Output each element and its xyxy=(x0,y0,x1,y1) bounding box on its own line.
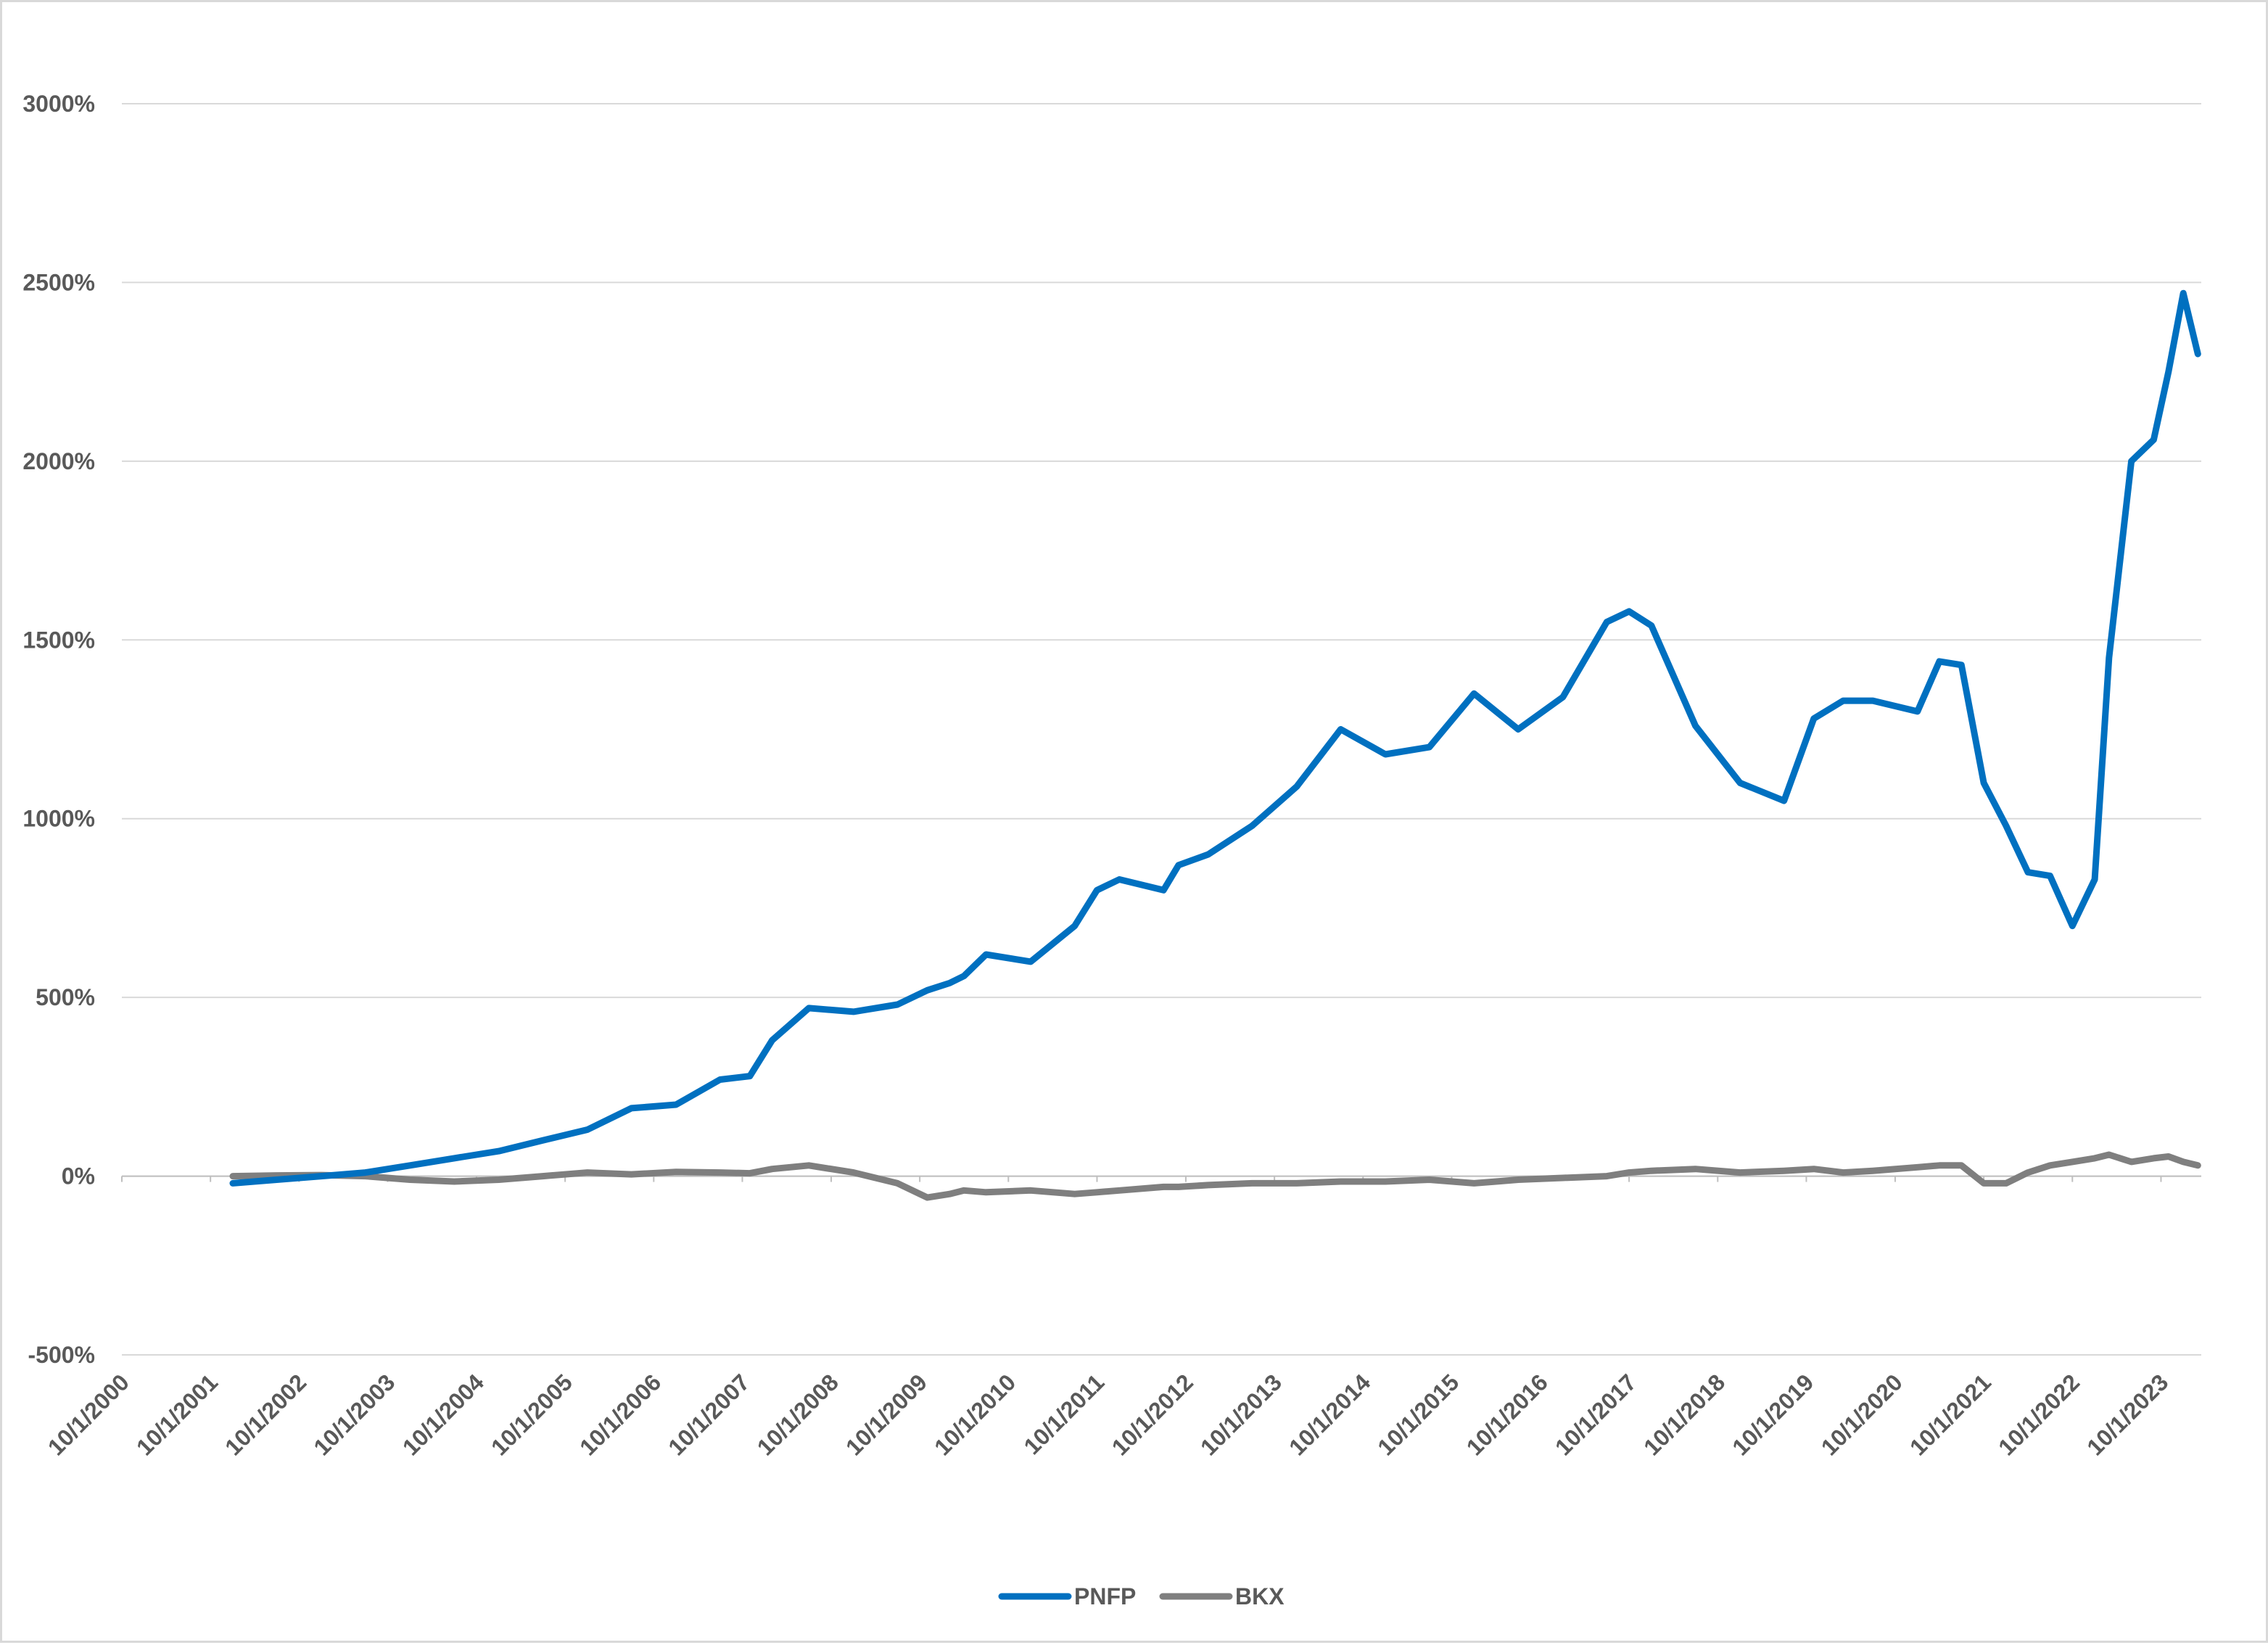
x-tick-label: 10/1/2000 xyxy=(43,1369,134,1460)
y-tick-label: 2500% xyxy=(22,269,95,295)
x-tick-label: 10/1/2018 xyxy=(1638,1369,1730,1460)
x-tick-label: 10/1/2013 xyxy=(1195,1369,1287,1460)
x-tick-label: 10/1/2012 xyxy=(1107,1369,1198,1460)
x-tick-label: 10/1/2020 xyxy=(1816,1369,1908,1460)
y-tick-label: 2000% xyxy=(22,448,95,474)
series-line-pnfp xyxy=(229,289,2201,1187)
y-tick-label: -500% xyxy=(28,1342,96,1368)
x-tick-label: 10/1/2008 xyxy=(752,1369,844,1460)
series-lines xyxy=(229,289,2201,1201)
x-tick-label: 10/1/2011 xyxy=(1019,1369,1110,1459)
x-tick-label: 10/1/2022 xyxy=(1993,1369,2085,1460)
y-tick-label: 500% xyxy=(36,984,95,1010)
x-tick-label: 10/1/2010 xyxy=(929,1369,1020,1460)
x-tick-label: 10/1/2014 xyxy=(1284,1369,1375,1460)
x-tick-label: 10/1/2001 xyxy=(131,1369,223,1460)
x-tick-label: 10/1/2002 xyxy=(220,1369,311,1460)
x-tick-label: 10/1/2007 xyxy=(663,1369,754,1460)
x-tick-label: 10/1/2009 xyxy=(841,1369,932,1460)
legend-label-pnfp: PNFP xyxy=(1074,1583,1136,1609)
legend: PNFP BKX xyxy=(998,1583,1284,1609)
x-tick-label: 10/1/2017 xyxy=(1550,1369,1641,1460)
x-tick-label: 10/1/2004 xyxy=(397,1369,489,1460)
x-tick-label: 10/1/2006 xyxy=(574,1369,666,1460)
y-tick-label: 1500% xyxy=(22,627,95,653)
series-line-bkx xyxy=(229,1151,2201,1201)
x-tick-label: 10/1/2021 xyxy=(1905,1369,1996,1460)
x-tick-label: 10/1/2005 xyxy=(486,1369,577,1460)
y-tick-label: 3000% xyxy=(22,91,95,117)
x-tick-label: 10/1/2003 xyxy=(308,1369,400,1460)
y-tick-label: 1000% xyxy=(22,806,95,832)
x-axis-tick-labels: 10/1/200010/1/200110/1/200210/1/200310/1… xyxy=(43,1369,2174,1460)
x-tick-label: 10/1/2016 xyxy=(1461,1369,1553,1460)
legend-label-bkx: BKX xyxy=(1235,1583,1284,1609)
x-tick-label: 10/1/2023 xyxy=(2082,1369,2173,1460)
x-tick-label: 10/1/2019 xyxy=(1727,1369,1818,1460)
x-tick-label: 10/1/2015 xyxy=(1372,1369,1464,1460)
y-axis-tick-labels: -500% 0% 500% 1000% 1500% 2000% 2500% 3000% xyxy=(22,91,95,1368)
y-tick-label: 0% xyxy=(62,1163,95,1190)
